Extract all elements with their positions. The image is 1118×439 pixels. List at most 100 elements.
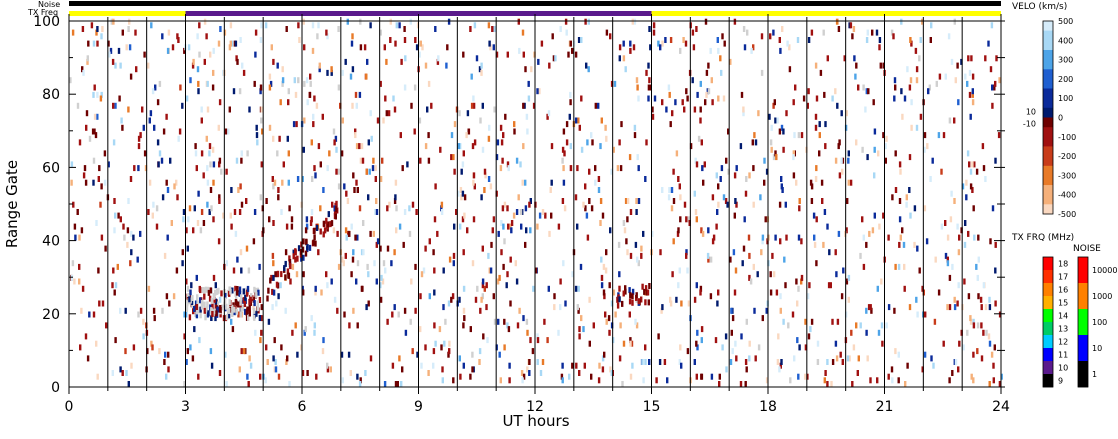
- echo-cell: [474, 296, 478, 303]
- echo-cell: [151, 212, 154, 219]
- txfreq-colorbar-step: [1043, 309, 1053, 323]
- echo-cell: [686, 348, 690, 355]
- echo-cell: [998, 381, 1002, 387]
- echo-cell: [225, 381, 228, 387]
- echo-cell: [849, 22, 853, 29]
- echo-cell: [752, 44, 755, 51]
- echo-cell: [774, 234, 777, 241]
- echo-cell: [515, 278, 519, 285]
- echo-cell: [730, 307, 733, 314]
- echo-cell: [245, 245, 249, 252]
- feature-cell: [631, 293, 634, 300]
- echo-cell: [411, 201, 415, 208]
- echo-cell: [132, 344, 136, 351]
- echo-cell: [175, 267, 179, 274]
- echo-cell: [776, 117, 779, 124]
- echo-cell: [113, 289, 116, 296]
- echo-cell: [196, 33, 199, 40]
- echo-cell: [206, 179, 210, 186]
- echo-cell: [876, 285, 879, 292]
- echo-cell: [968, 161, 971, 168]
- echo-cell: [352, 172, 355, 179]
- echo-cell: [337, 84, 341, 91]
- feature-cell: [239, 294, 243, 301]
- velocity-colorbar-step: [1043, 199, 1053, 205]
- feature-cell: [643, 288, 646, 295]
- echo-cell: [669, 37, 673, 43]
- feature-cell: [231, 311, 234, 317]
- echo-cell: [624, 198, 628, 204]
- echo-cell: [824, 370, 827, 376]
- echo-cell: [628, 311, 631, 318]
- echo-cell: [258, 263, 261, 270]
- echo-cell: [645, 139, 648, 146]
- echo-cell: [359, 44, 363, 51]
- velocity-colorbar-step: [1043, 59, 1053, 65]
- echo-cell: [845, 227, 848, 234]
- echo-cell: [590, 373, 593, 380]
- echo-cell: [669, 121, 672, 128]
- echo-cell: [306, 370, 309, 376]
- echo-cell: [597, 187, 601, 193]
- echo-cell: [70, 161, 74, 168]
- echo-cell: [157, 161, 160, 168]
- echo-cell: [971, 99, 975, 106]
- echo-cell: [318, 62, 321, 69]
- echo-cell: [249, 362, 253, 369]
- echo-cell: [452, 377, 455, 384]
- echo-cell: [956, 223, 959, 230]
- echo-cell: [851, 381, 854, 387]
- echo-cell: [261, 128, 264, 135]
- noise-colorbar-step: [1078, 361, 1088, 388]
- echo-cell: [685, 249, 688, 256]
- velocity-colorbar-label: 400: [1058, 36, 1073, 45]
- echo-cell: [898, 241, 901, 248]
- echo-cell: [866, 29, 869, 36]
- echo-cell: [195, 165, 198, 172]
- echo-cell: [864, 106, 867, 113]
- echo-cell: [209, 161, 212, 168]
- echo-cell: [254, 329, 257, 336]
- echo-cell: [461, 190, 465, 197]
- echo-cell: [655, 377, 658, 384]
- echo-cell: [988, 340, 992, 347]
- echo-cell: [739, 143, 743, 150]
- echo-cell: [972, 322, 976, 329]
- echo-cell: [624, 66, 627, 73]
- echo-cell: [69, 77, 72, 84]
- echo-cell: [260, 315, 263, 322]
- echo-cell: [384, 267, 387, 274]
- velocity-colorbar-label: -400: [1058, 191, 1076, 200]
- echo-cell: [798, 205, 801, 212]
- velocity-colorbar-label: 0: [1058, 114, 1063, 123]
- echo-cell: [893, 77, 897, 84]
- echo-cell: [206, 165, 209, 172]
- echo-cell: [804, 373, 807, 380]
- echo-cell: [711, 238, 715, 245]
- echo-cell: [711, 194, 715, 201]
- echo-cell: [139, 230, 142, 237]
- echo-cell: [281, 80, 284, 87]
- echo-cell: [695, 373, 698, 380]
- echo-cell: [278, 135, 281, 142]
- echo-cell: [495, 190, 498, 197]
- echo-cell: [971, 187, 974, 193]
- echo-cell: [669, 300, 673, 307]
- echo-cell: [536, 88, 539, 95]
- echo-cell: [310, 209, 314, 215]
- echo-cell: [969, 113, 972, 120]
- echo-cell: [253, 80, 256, 87]
- echo-cell: [695, 340, 698, 347]
- feature-cell: [288, 255, 291, 262]
- echo-cell: [403, 26, 406, 32]
- echo-cell: [446, 44, 449, 51]
- feature-cell: [207, 289, 211, 296]
- echo-cell: [967, 230, 970, 237]
- echo-cell: [584, 205, 587, 212]
- echo-cell: [479, 117, 482, 124]
- echo-cell: [260, 161, 263, 168]
- echo-cell: [699, 117, 702, 124]
- echo-cell: [600, 274, 604, 281]
- feature-cell: [257, 289, 260, 296]
- echo-cell: [988, 304, 992, 311]
